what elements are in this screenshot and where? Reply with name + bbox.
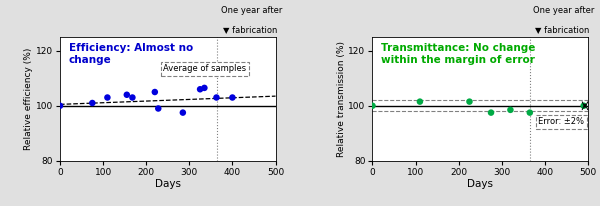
Point (154, 107, 163, 110)
Text: Efficiency: Almost no
change: Efficiency: Almost no change (68, 43, 193, 65)
Text: One year after: One year after (221, 6, 282, 15)
Text: Error: ±2%: Error: ±2% (538, 117, 584, 126)
Point (103, 96, 112, 99)
Text: ▼ fabrication: ▼ fabrication (535, 25, 590, 34)
Y-axis label: Relative transmission (%): Relative transmission (%) (337, 41, 346, 157)
Text: ▼ fabrication: ▼ fabrication (223, 25, 277, 34)
Point (122, 93, 131, 96)
Point (128, 96, 137, 99)
Point (506, 108, 515, 111)
Y-axis label: Relative efficiency (%): Relative efficiency (%) (24, 48, 33, 150)
Point (150, 90, 160, 94)
X-axis label: Days: Days (155, 179, 181, 189)
Point (464, 100, 474, 103)
Point (88, 101, 97, 105)
Point (415, 100, 425, 103)
Point (486, 111, 496, 114)
Point (200, 86, 209, 90)
Point (368, 104, 377, 107)
Point (525, 111, 535, 114)
Text: Average of samples: Average of samples (163, 64, 247, 73)
Point (212, 96, 221, 99)
Point (579, 104, 589, 107)
Point (195, 88, 205, 91)
X-axis label: Days: Days (467, 179, 493, 189)
Point (55, 104, 65, 107)
Text: Transmittance: No change
within the margin of error: Transmittance: No change within the marg… (381, 43, 535, 65)
Text: One year after: One year after (533, 6, 595, 15)
Point (227, 96, 237, 99)
Point (178, 111, 188, 114)
